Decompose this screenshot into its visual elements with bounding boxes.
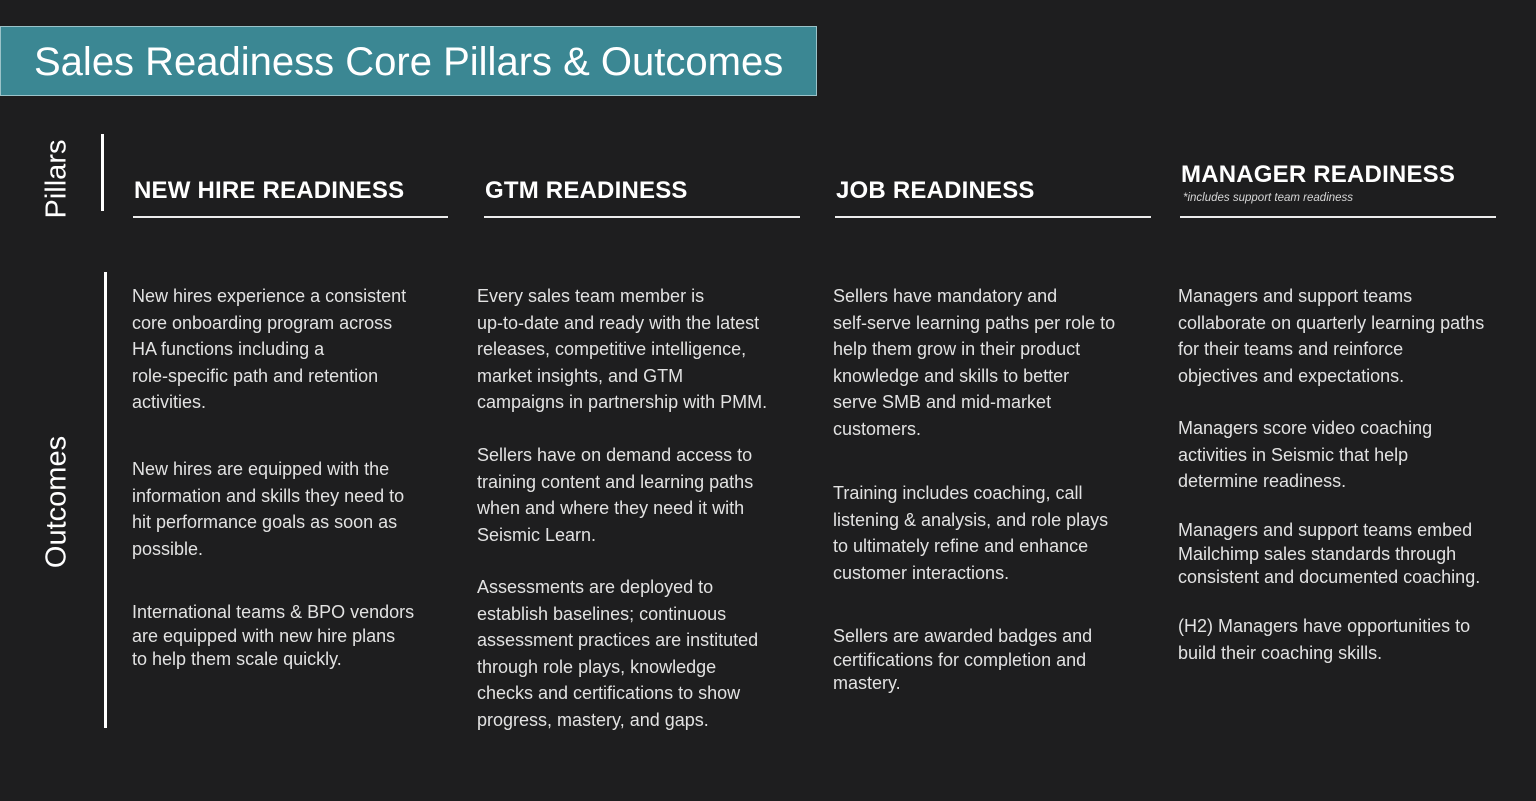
outcome-paragraph: Every sales team member is up-to-date an… — [477, 286, 768, 412]
outcome-paragraph: Sellers are awarded badges and certifica… — [833, 626, 1093, 693]
pillar-underline — [484, 216, 800, 218]
outcome-paragraph: Sellers have on demand access to trainin… — [477, 445, 754, 545]
outcome-paragraph: (H2) Managers have opportunities to buil… — [1178, 616, 1471, 663]
pillar-underline — [133, 216, 448, 218]
pillar-title: JOB READINESS — [836, 177, 1035, 204]
outcome-paragraph: New hires experience a consistent core o… — [132, 286, 407, 412]
outcome-paragraph: Managers and support teams collaborate o… — [1178, 286, 1485, 386]
pillar-title: NEW HIRE READINESS — [134, 177, 405, 204]
outcomes-divider — [104, 272, 107, 728]
outcome-paragraph: New hires are equipped with the informat… — [132, 459, 405, 559]
pillars-divider — [101, 134, 104, 211]
pillar-new-hire-readiness: NEW HIRE READINESS — [133, 124, 448, 218]
pillar-manager-readiness: MANAGER READINESS *includes support team… — [1180, 124, 1496, 218]
pillar-title: GTM READINESS — [485, 177, 688, 204]
title-banner: Sales Readiness Core Pillars & Outcomes — [0, 26, 817, 96]
outcome-paragraph: Training includes coaching, call listeni… — [833, 483, 1109, 583]
outcome-paragraph: Sellers have mandatory and self-serve le… — [833, 286, 1116, 439]
pillar-note: *includes support team readiness — [1183, 192, 1354, 204]
pillar-underline — [1180, 216, 1496, 218]
slide-title: Sales Readiness Core Pillars & Outcomes — [34, 40, 784, 84]
pillar-gtm-readiness: GTM READINESS — [484, 124, 800, 218]
outcome-paragraph: Assessments are deployed to establish ba… — [477, 577, 759, 730]
pillar-title: MANAGER READINESS — [1181, 161, 1456, 188]
outcome-paragraph: Managers score video coaching activities… — [1178, 418, 1433, 491]
outcome-paragraph: International teams & BPO vendors are eq… — [132, 602, 415, 669]
pillars-side-label: Pillars — [40, 139, 73, 219]
pillar-job-readiness: JOB READINESS — [835, 124, 1151, 218]
outcome-paragraph: Managers and support teams embed Mailchi… — [1178, 520, 1481, 587]
pillar-underline — [835, 216, 1151, 218]
outcomes-side-label: Outcomes — [40, 435, 73, 569]
